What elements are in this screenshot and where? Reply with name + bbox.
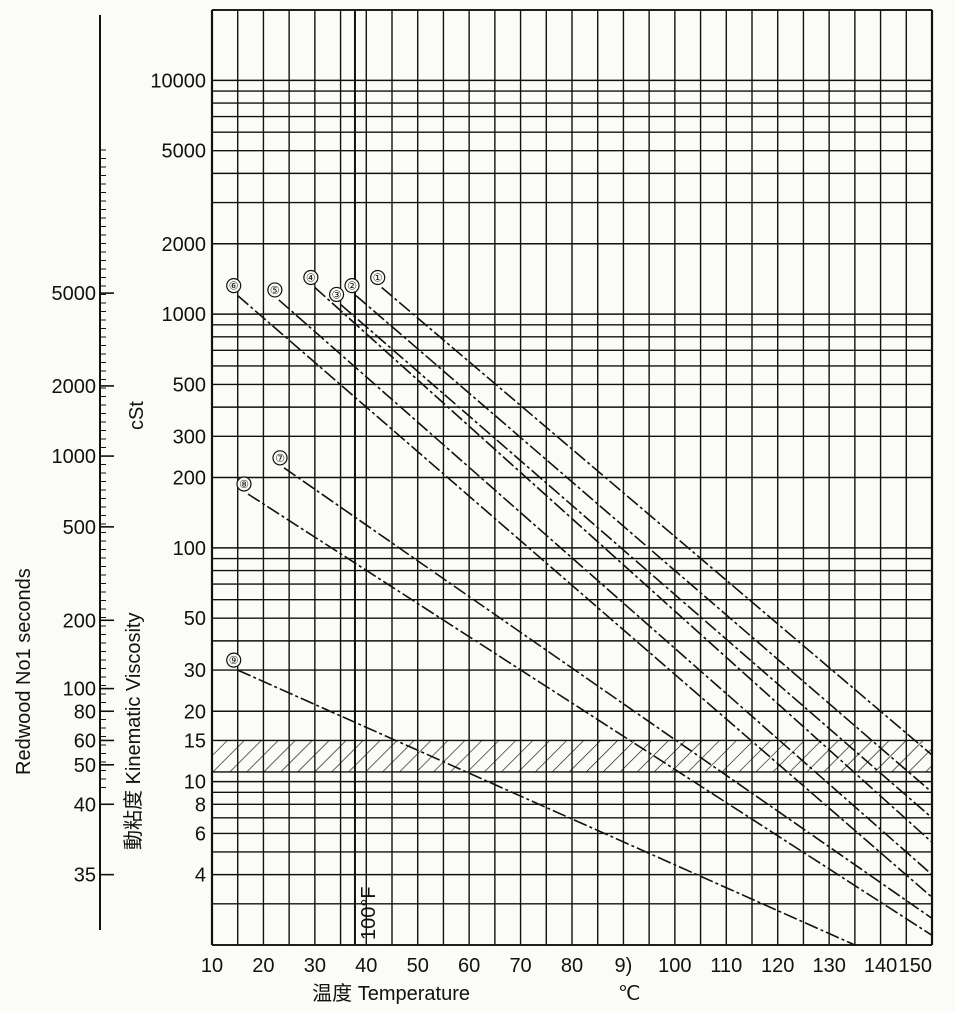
x-tick-label: 10 [201,955,223,977]
x-tick-label: 50 [407,955,429,977]
redwood-tick-label: 50 [74,755,96,777]
x-tick-label: 140 [864,955,897,977]
gridlines [211,9,933,946]
x-tick-label: 80 [561,955,583,977]
redwood-tick-label: 60 [74,730,96,752]
y-tick-label: 50 [184,608,206,630]
y-tick-label: 1000 [162,304,207,326]
series-line-6 [237,295,933,898]
x-axis-title: 温度 Temperature [312,982,470,1005]
y-tick-label: 200 [173,468,206,490]
series-label-5: ⑤ [270,285,280,297]
y-tick-label: 30 [184,660,206,682]
series-label-7: ⑦ [275,453,285,465]
y-tick-label: 10000 [150,70,206,92]
series-line-7 [283,467,933,920]
x-tick-label: 20 [252,955,274,977]
redwood-tick-label: 35 [74,865,96,887]
redwood-tick-label: 1000 [52,446,97,468]
x-tick-labels: 10 20 30 40 50 60 70 80 9) 100 110 120 130 140 150 [201,955,932,977]
series-line-8 [247,493,933,936]
x-tick-label: 40 [355,955,377,977]
x-tick-label: 120 [761,955,794,977]
series-line-3 [340,303,933,819]
x-tick-label: 60 [458,955,480,977]
series-label-3: ③ [332,289,342,301]
series-line-2 [355,295,933,793]
series-marker-6 [226,278,242,294]
y-tick-label: 500 [173,374,206,396]
x-axis-unit: ℃ [618,983,640,1005]
y-axis-unit: cSt [126,401,148,430]
hatched-band [211,739,933,773]
series-marker-3 [328,286,345,303]
y-tick-label: 4 [195,865,206,887]
plot-frame [210,9,934,946]
y-tick-label: 2000 [162,234,207,256]
y-tick-label: 10 [184,772,206,794]
series-line-1 [381,286,933,756]
redwood-tick-label: 2000 [52,376,97,398]
y2-axis-title: Redwood No1 seconds [13,568,35,775]
series-label-9: ⑨ [229,655,239,667]
series-label-6: ⑥ [229,281,239,293]
x-tick-label: 100 [658,955,691,977]
x-tick-label: 70 [509,955,531,977]
series-lines: ① ②③ ④ ⑤ ⑥ ⑦ ⑧ ⑨ [226,269,933,946]
series-label-8: ⑧ [239,479,249,491]
series-marker-1 [370,269,386,286]
series-marker-4 [303,269,319,286]
series-line-5 [278,299,933,876]
series-marker-9 [226,652,242,668]
series-marker-7 [272,450,288,466]
series-label-4: ④ [306,272,316,284]
x-tick-label: 150 [899,955,932,977]
y-tick-label: 5000 [162,141,207,163]
y-tick-label: 8 [195,794,206,816]
y-tick-label: 20 [184,701,206,723]
redwood-tick-label: 100 [63,679,96,701]
redwood-tick-label: 500 [63,517,96,539]
x-tick-label: 9) [615,955,633,977]
series-label-1: ① [373,272,383,284]
y-tick-label: 100 [173,538,206,560]
redwood-tick-label: 40 [74,794,96,816]
series-marker-2 [344,278,360,294]
series-label-2: ② [347,281,357,293]
redwood-tick-label: 80 [74,701,96,723]
series-line-4 [314,286,933,843]
y-tick-label: 6 [195,823,206,845]
redwood-tick-label: 5000 [52,283,97,305]
series-marker-8 [236,476,252,492]
reference-line-label: 100°F [358,886,380,940]
x-tick-label: 30 [304,955,326,977]
redwood-tick-label: 200 [63,610,96,632]
y-axis-title: 動粘度 Kinematic Viscosity [122,613,145,850]
x-tick-label: 130 [812,955,845,977]
series-line-9 [237,669,856,946]
y-tick-label: 300 [173,426,206,448]
y-tick-label: 15 [184,730,206,752]
series-marker-5 [267,282,283,298]
x-tick-label: 110 [710,955,742,977]
y-tick-labels: 4 6 810 15 20 30 50 100 200 300 500 1000 2000 5000 100… [150,70,206,886]
